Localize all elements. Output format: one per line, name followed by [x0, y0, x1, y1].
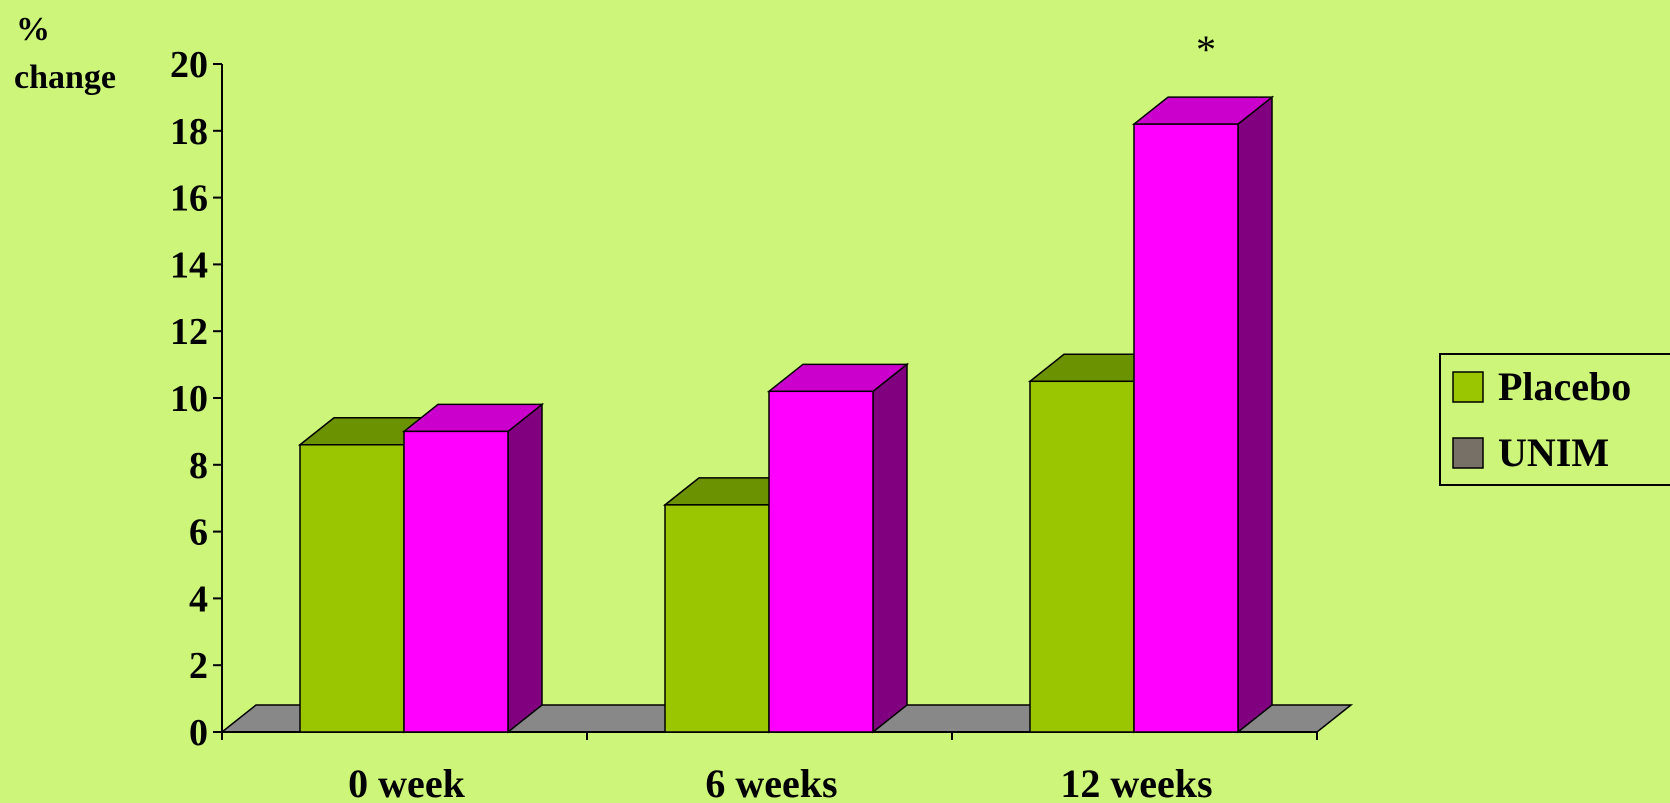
- legend-swatch: [1452, 437, 1484, 469]
- bar-unim-1: [766, 362, 910, 734]
- y-tick-label: 2: [189, 645, 208, 687]
- bar-front-face: [664, 504, 770, 733]
- bar-front-face: [1133, 123, 1239, 733]
- y-tick-label: 4: [189, 578, 208, 620]
- significance-annotation: *: [1196, 27, 1216, 72]
- y-tick-label: 16: [170, 178, 208, 220]
- bar-front-face: [768, 390, 874, 733]
- legend-box: [1439, 353, 1670, 486]
- bar-unim-2: [1131, 95, 1275, 734]
- y-tick-label: 20: [170, 44, 208, 86]
- bar-side-face: [507, 402, 543, 734]
- x-category-label: 6 weeks: [705, 761, 837, 803]
- y-tick-label: 8: [189, 445, 208, 487]
- x-category-label: 0 week: [348, 761, 465, 803]
- y-axis-label-line2: change: [14, 59, 116, 96]
- x-category-label: 12 weeks: [1060, 761, 1212, 803]
- bar-side-face: [1237, 95, 1273, 734]
- y-axis: 0 2 4 6 8 10 12 14 16 18 20: [170, 44, 223, 754]
- x-axis: [221, 731, 1318, 740]
- y-tick-label: 0: [189, 712, 208, 754]
- y-tick-label: 10: [170, 378, 208, 420]
- bar-front-face: [299, 444, 405, 733]
- bar-side-face: [872, 362, 908, 734]
- bars: [297, 95, 1275, 734]
- bar-front-face: [403, 430, 509, 733]
- legend-label: Placebo: [1498, 364, 1631, 409]
- y-tick-label: 18: [170, 111, 208, 153]
- legend-label: UNIM: [1498, 430, 1609, 475]
- y-tick-label: 14: [170, 244, 208, 286]
- axis-labels: % change 0 week 6 weeks 12 weeks *: [14, 11, 1216, 803]
- y-tick-label: 12: [170, 311, 208, 353]
- y-tick-label: 6: [189, 512, 208, 554]
- y-axis-label-line1: %: [16, 11, 50, 48]
- legend: Placebo UNIM: [1439, 353, 1670, 486]
- legend-swatch: [1452, 371, 1484, 403]
- bar-front-face: [1029, 380, 1135, 733]
- bar-unim-0: [401, 402, 545, 734]
